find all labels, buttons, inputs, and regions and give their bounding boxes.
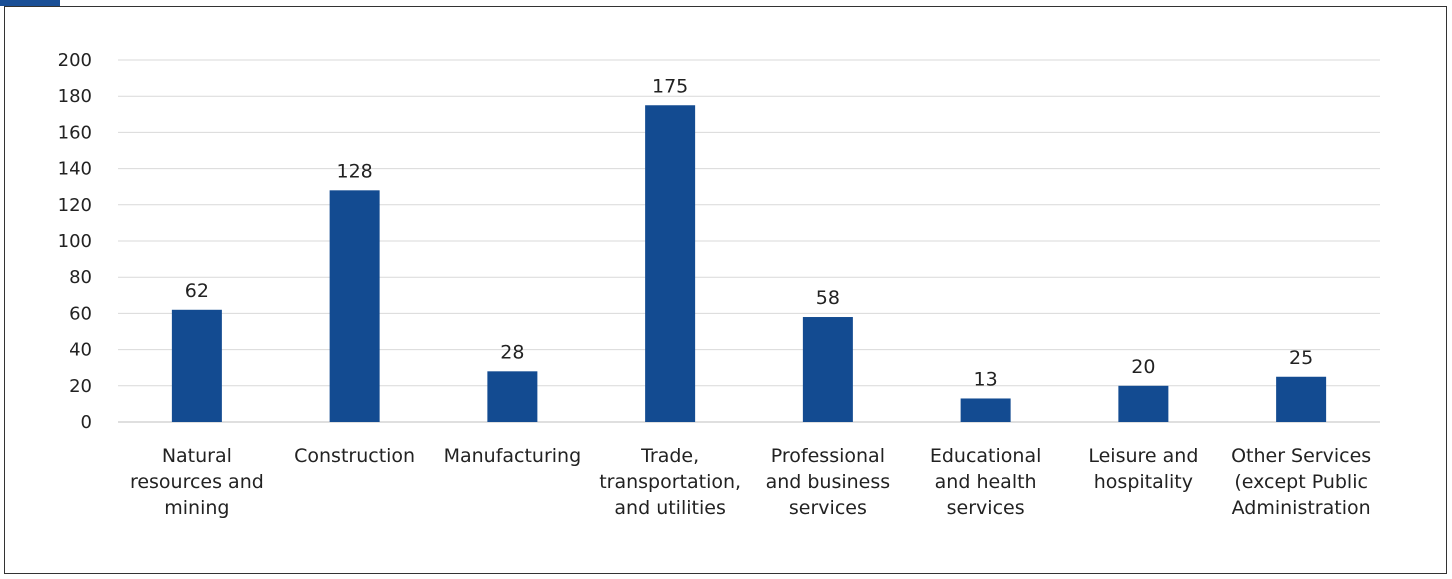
y-tick-label: 200 <box>58 50 92 71</box>
y-tick-label: 180 <box>58 86 92 107</box>
x-category-label: Leisure and hospitality <box>1088 445 1198 493</box>
x-category-label: Trade, transportation, and utilities <box>599 445 741 519</box>
data-labels: 62 128 28 175 58 13 20 25 <box>185 75 1313 390</box>
bar <box>1276 376 1327 422</box>
y-axis-ticks: 0 20 40 60 80 100 120 140 160 180 200 <box>58 50 92 433</box>
bar <box>1118 385 1169 422</box>
x-category-label: Manufacturing <box>444 445 582 467</box>
bar <box>802 317 853 422</box>
gridlines <box>118 59 1380 423</box>
x-category-label: Construction <box>294 445 415 467</box>
y-tick-label: 40 <box>69 340 92 361</box>
y-tick-label: 140 <box>58 159 92 180</box>
data-label: 20 <box>1131 356 1155 378</box>
x-category-label: Other Services (except Public Administrati… <box>1231 445 1371 519</box>
x-category-label: Professional and business services <box>766 445 891 519</box>
x-category-label: Natural resources and mining <box>130 445 264 519</box>
chart-frame <box>4 6 1447 574</box>
bar <box>487 371 538 422</box>
data-label: 62 <box>185 280 209 302</box>
y-tick-label: 60 <box>69 303 92 324</box>
data-label: 58 <box>816 287 840 309</box>
y-tick-label: 20 <box>69 376 92 397</box>
y-tick-label: 160 <box>58 122 92 143</box>
bar <box>645 105 696 422</box>
x-axis-labels: Natural resources and mining Construction Ma… <box>130 445 1371 519</box>
data-label: 128 <box>336 160 372 182</box>
y-tick-label: 100 <box>58 231 92 252</box>
y-tick-label: 0 <box>81 412 92 433</box>
data-label: 28 <box>500 341 524 363</box>
bars <box>171 105 1327 422</box>
y-tick-label: 80 <box>69 267 92 288</box>
x-category-label: Educational and health services <box>930 445 1042 519</box>
y-tick-label: 120 <box>58 195 92 216</box>
bar <box>329 190 380 422</box>
bar <box>960 398 1011 422</box>
data-label: 175 <box>652 75 688 97</box>
data-label: 25 <box>1289 347 1313 369</box>
title-strip-fragment <box>0 0 60 6</box>
data-label: 13 <box>974 368 998 390</box>
bar <box>171 309 222 422</box>
